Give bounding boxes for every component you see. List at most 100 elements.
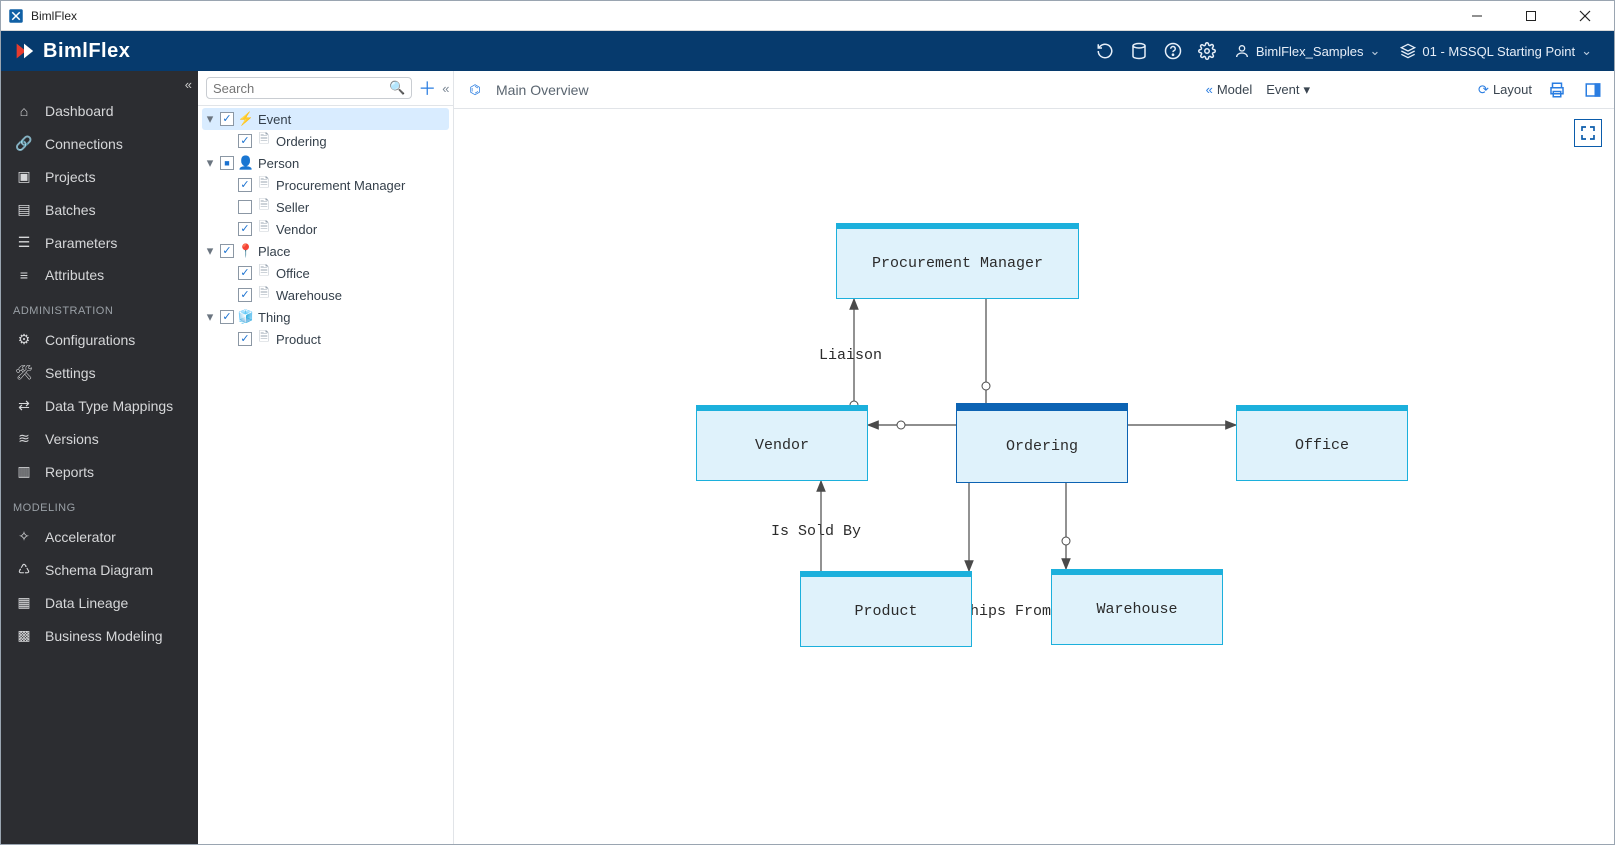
tree-toolbar: 🔍 ＋ « <box>198 71 453 106</box>
sidebar-item-parameters[interactable]: ☰Parameters <box>1 226 198 259</box>
layers-icon <box>1400 43 1416 59</box>
diagram-node[interactable]: Procurement Manager <box>836 223 1079 299</box>
sidebar-collapse-button[interactable]: « <box>185 77 192 92</box>
sidebar-item-attributes[interactable]: ≡Attributes <box>1 259 198 291</box>
checkbox[interactable] <box>238 178 252 192</box>
sidebar-item-dashboard[interactable]: ⌂Dashboard <box>1 95 198 127</box>
sidebar-item-data-lineage[interactable]: ▦Data Lineage <box>1 586 198 619</box>
help-icon[interactable] <box>1156 34 1190 68</box>
checkbox[interactable] <box>238 134 252 148</box>
layout-label: Layout <box>1493 82 1532 97</box>
checkbox[interactable] <box>238 288 252 302</box>
sidebar-item-settings[interactable]: 🛠Settings <box>1 356 198 389</box>
checkbox[interactable] <box>220 112 234 126</box>
file-icon: 🗎 <box>256 265 272 281</box>
sidebar-item-label: Versions <box>45 431 99 447</box>
sidebar-section-modeling: MODELING <box>1 488 198 520</box>
category-icon: 📍 <box>238 243 254 259</box>
diagram-node[interactable]: Ordering <box>956 403 1128 483</box>
checkbox[interactable] <box>238 222 252 236</box>
sidebar-item-reports[interactable]: ▥Reports <box>1 455 198 488</box>
settings-icon[interactable] <box>1190 34 1224 68</box>
tree-group[interactable]: ▾ 👤 Person <box>202 152 449 174</box>
edge-label: Is Sold By <box>771 523 861 540</box>
customer-selector[interactable]: BimlFlex_Samples ⌄ <box>1224 43 1391 59</box>
diagram-node[interactable]: Product <box>800 571 972 647</box>
layers-icon: ≋ <box>15 430 33 447</box>
database-icon[interactable] <box>1122 34 1156 68</box>
panel-toggle-icon[interactable] <box>1582 79 1604 101</box>
checkbox[interactable] <box>220 156 234 170</box>
tree-item[interactable]: 🗎 Procurement Manager <box>202 174 449 196</box>
sidebar-item-schema-diagram[interactable]: ♺Schema Diagram <box>1 553 198 586</box>
category-icon: 👤 <box>238 155 254 171</box>
sidebar-item-accelerator[interactable]: ✧ Accelerator <box>1 520 198 553</box>
search-input[interactable] <box>213 81 389 96</box>
file-icon: 🗎 <box>256 331 272 347</box>
sidebar-item-label: Data Type Mappings <box>45 398 173 414</box>
tree-item[interactable]: 🗎 Product <box>202 328 449 350</box>
tree-item[interactable]: 🗎 Office <box>202 262 449 284</box>
diagram-canvas[interactable]: LiaisonIs Sold ByShips FromProcurement M… <box>454 109 1614 844</box>
event-dropdown[interactable]: Event ▾ <box>1266 82 1310 98</box>
model-link[interactable]: «Model <box>1206 82 1253 97</box>
window-close-button[interactable] <box>1562 1 1608 31</box>
checkbox[interactable] <box>220 310 234 324</box>
home-icon: ⌂ <box>15 103 33 119</box>
tree-item[interactable]: 🗎 Ordering <box>202 130 449 152</box>
star-icon: ✧ <box>15 528 33 545</box>
sidebar-item-label: Settings <box>45 365 96 381</box>
diagram-node[interactable]: Vendor <box>696 405 868 481</box>
collapse-tree-button[interactable]: « <box>442 77 449 99</box>
sidebar-item-datatypemappings[interactable]: ⇄Data Type Mappings <box>1 389 198 422</box>
tree-item[interactable]: 🗎 Warehouse <box>202 284 449 306</box>
sidebar-item-configurations[interactable]: ⚙Configurations <box>1 323 198 356</box>
sidebar-item-label: Attributes <box>45 267 104 283</box>
chevron-down-icon: ▾ <box>204 243 216 259</box>
tree-panel: 🔍 ＋ « ▾ ⚡ Event 🗎 Ordering▾ 👤 Person 🗎 P… <box>198 71 454 844</box>
caret-down-icon: ▾ <box>1304 82 1311 98</box>
grid-icon: ▩ <box>15 627 33 644</box>
sidebar-item-business-modeling[interactable]: ▩Business Modeling <box>1 619 198 652</box>
search-box[interactable]: 🔍 <box>206 77 412 99</box>
refresh-icon[interactable] <box>1088 34 1122 68</box>
tree-item[interactable]: 🗎 Vendor <box>202 218 449 240</box>
tree-label: Event <box>258 112 291 127</box>
window-maximize-button[interactable] <box>1508 1 1554 31</box>
sidebar-item-label: Projects <box>45 169 96 185</box>
diagram-node[interactable]: Office <box>1236 405 1408 481</box>
version-label: 01 - MSSQL Starting Point <box>1422 44 1575 59</box>
user-icon <box>1234 43 1250 59</box>
tree-item[interactable]: 🗎 Seller <box>202 196 449 218</box>
batches-icon: ▤ <box>15 201 33 218</box>
sidebar-item-label: Data Lineage <box>45 595 128 611</box>
checkbox[interactable] <box>238 266 252 280</box>
sidebar-item-label: Accelerator <box>45 529 116 545</box>
sidebar-item-versions[interactable]: ≋ Versions <box>1 422 198 455</box>
sidebar-item-batches[interactable]: ▤ Batches <box>1 193 198 226</box>
file-icon: 🗎 <box>256 221 272 237</box>
tree: ▾ ⚡ Event 🗎 Ordering▾ 👤 Person 🗎 Procure… <box>198 106 453 352</box>
link-icon: 🔗 <box>15 135 33 152</box>
tree-group[interactable]: ▾ 📍 Place <box>202 240 449 262</box>
checkbox[interactable] <box>220 244 234 258</box>
tree-group[interactable]: ▾ ⚡ Event <box>202 108 449 130</box>
diagram-node[interactable]: Warehouse <box>1051 569 1223 645</box>
tree-label: Warehouse <box>276 288 342 303</box>
checkbox[interactable] <box>238 200 252 214</box>
sidebar-item-connections[interactable]: 🔗Connections <box>1 127 198 160</box>
tree-group[interactable]: ▾ 🧊 Thing <box>202 306 449 328</box>
sidebar-item-projects[interactable]: ▣Projects <box>1 160 198 193</box>
diagram-type-icon[interactable]: ⌬ <box>464 79 486 101</box>
print-icon[interactable] <box>1546 79 1568 101</box>
window-minimize-button[interactable] <box>1454 1 1500 31</box>
sidebar-item-label: Batches <box>45 202 96 218</box>
checkbox[interactable] <box>238 332 252 346</box>
layout-button[interactable]: ⟳ Layout <box>1478 82 1532 98</box>
refresh-icon: ⟳ <box>1478 82 1489 98</box>
tree-label: Product <box>276 332 321 347</box>
chevron-down-icon: ▾ <box>204 111 216 127</box>
add-button[interactable]: ＋ <box>418 77 436 99</box>
fullscreen-button[interactable] <box>1574 119 1602 147</box>
version-selector[interactable]: 01 - MSSQL Starting Point ⌄ <box>1390 43 1602 59</box>
